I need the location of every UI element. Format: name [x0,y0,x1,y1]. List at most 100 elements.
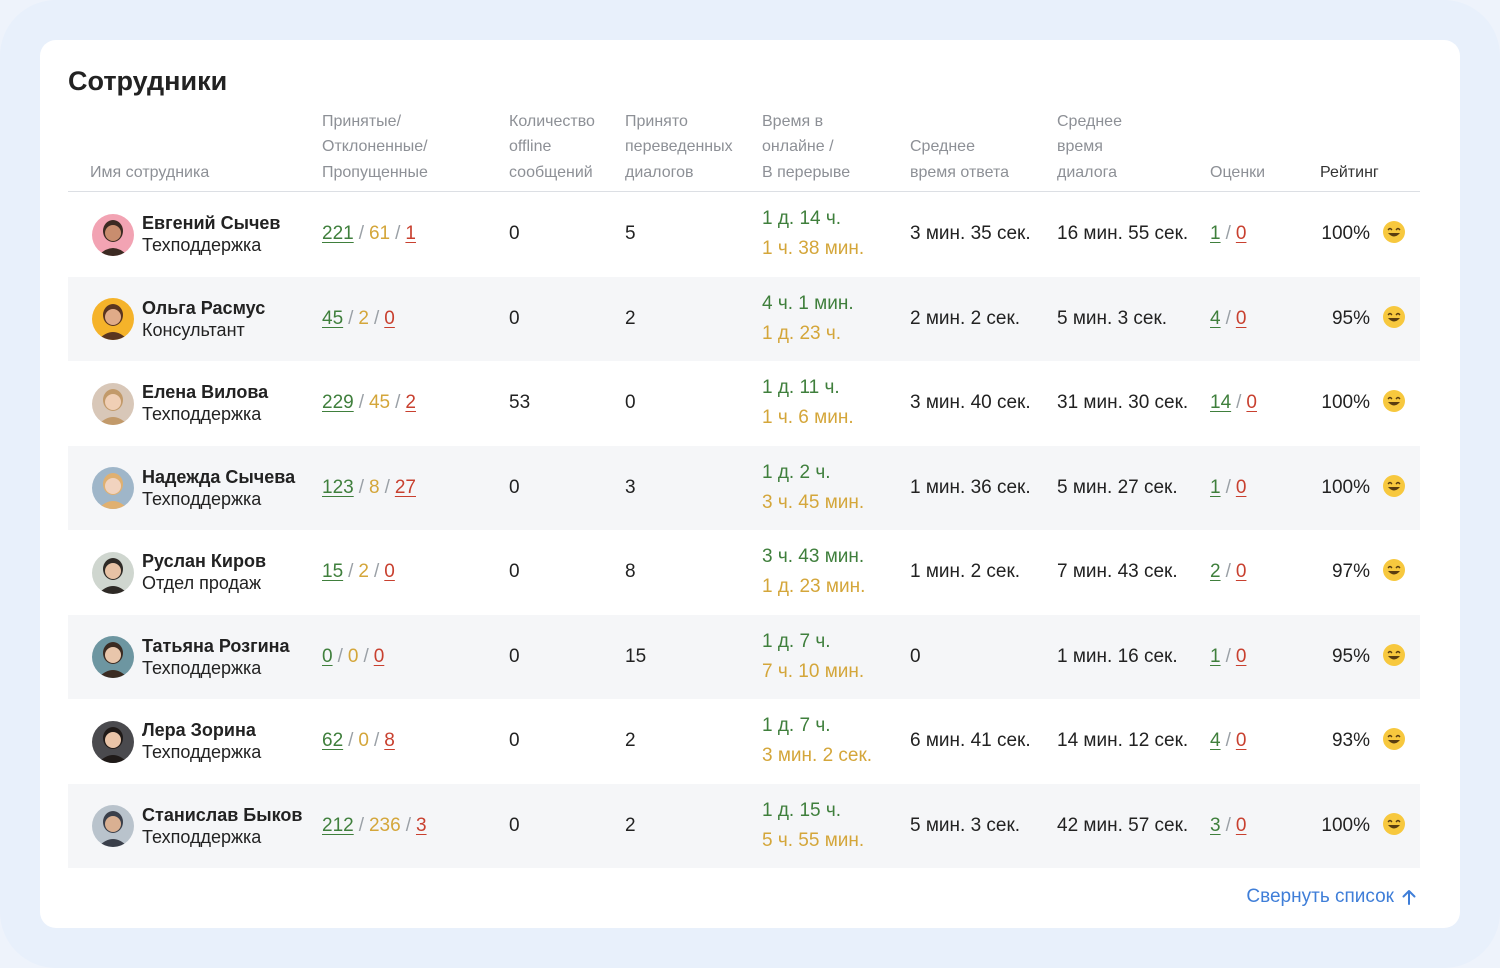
missed-count-link[interactable]: 3 [415,814,427,836]
bad-ratings-link[interactable]: 0 [1235,476,1247,498]
employee-name: Лера Зорина [142,720,256,740]
table-row[interactable]: Ольга Расмус Консультант 45/2/0 0 2 4 ч.… [68,276,1420,362]
ratings-cell: 14/0 [1210,392,1257,414]
pause-time: 1 д. 23 ч. [762,322,842,344]
employee-name: Надежда Сычева [142,466,296,487]
offline-messages-cell: 0 [509,561,520,583]
accepted-count-link[interactable]: 212 [322,814,354,836]
declined-count: 45 [368,392,391,414]
bad-ratings-link[interactable]: 0 [1235,645,1247,667]
offline-messages-cell: 0 [509,814,520,836]
employee-department: Техподдержка [142,742,262,762]
good-ratings-link[interactable]: 4 [1210,307,1221,329]
missed-count-link[interactable]: 1 [405,223,416,245]
avg-response-cell: 6 мин. 41 сек. [910,730,1031,752]
online-time: 1 д. 2 ч. [762,461,831,483]
online-pause-cell: 1 д. 14 ч. 1 ч. 38 мин. [762,192,907,277]
smiley-icon [1383,474,1405,497]
rating-cell: 95% [1308,615,1420,700]
avg-response-cell: 2 мин. 2 сек. [910,307,1021,329]
missed-count-link[interactable]: 0 [373,645,385,667]
collapse-list-button[interactable]: Свернуть список [1246,886,1416,908]
missed-count-link[interactable]: 27 [394,476,416,498]
missed-count-link[interactable]: 0 [384,307,395,329]
avg-dialog-cell: 16 мин. 55 сек. [1057,223,1189,245]
online-time: 4 ч. 1 мин. [762,292,854,314]
bad-ratings-link[interactable]: 0 [1246,392,1257,414]
transferred-dialogs-cell: 2 [625,814,636,836]
ratings-cell: 1/0 [1210,476,1247,498]
transferred-dialogs-cell: 2 [625,307,636,329]
employee-name: Руслан Киров [142,551,267,571]
good-ratings-link[interactable]: 14 [1210,392,1232,414]
bad-ratings-link[interactable]: 0 [1235,730,1247,752]
accepted-count-link[interactable]: 45 [322,307,344,329]
accepted-declined-missed-cell: 212/236/3 [322,814,427,836]
table-row[interactable]: Татьяна Розгина Техподдержка 0/0/0 0 15 … [68,614,1420,700]
accepted-count-link[interactable]: 0 [322,645,333,667]
accepted-count-link[interactable]: 229 [322,392,354,414]
col-header-transferred: Принято переведенных диалогов [625,112,733,181]
smiley-icon [1383,221,1405,243]
bad-ratings-link[interactable]: 0 [1235,561,1247,583]
accepted-count-link[interactable]: 62 [322,730,344,752]
employees-card: Сотрудники Имя сотрудника Принятые/ Откл… [40,40,1460,928]
employee-name: Станислав Быков [142,804,303,825]
col-header-online-time: Время в онлайне / В перерыве [762,112,851,181]
table-row[interactable]: Надежда Сычева Техподдержка 123/8/27 0 3… [68,445,1420,530]
table-row[interactable]: Руслан Киров Отдел продаж 15/2/0 0 8 3 ч… [68,530,1420,615]
smiley-icon [1383,728,1405,750]
table-row[interactable]: Евгений Сычев Техподдержка 221/61/1 0 5 … [68,192,1420,277]
employee-name-cell: Надежда Сычева Техподдержка [142,466,295,510]
offline-messages-cell: 0 [509,730,520,752]
online-pause-cell: 1 д. 11 ч. 1 ч. 6 мин. [762,361,907,446]
avatar [92,551,134,594]
avatar [92,805,134,847]
bad-ratings-link[interactable]: 0 [1235,814,1247,836]
good-ratings-link[interactable]: 1 [1210,476,1221,498]
good-ratings-link[interactable]: 1 [1210,645,1221,667]
accepted-count-link[interactable]: 123 [322,476,354,498]
good-ratings-link[interactable]: 2 [1210,561,1221,583]
avg-dialog-cell: 7 мин. 43 сек. [1057,561,1178,583]
avg-dialog-cell: 1 мин. 16 сек. [1057,645,1178,667]
online-pause-cell: 3 ч. 43 мин. 1 д. 23 мин. [762,530,907,615]
pause-time: 7 ч. 10 мин. [762,660,865,682]
good-ratings-link[interactable]: 4 [1210,730,1221,752]
avatar [92,720,134,763]
accepted-count-link[interactable]: 221 [322,223,354,245]
missed-count-link[interactable]: 8 [384,730,395,752]
table-row[interactable]: Станислав Быков Техподдержка 212/236/3 0… [68,783,1420,869]
table-row[interactable]: Елена Вилова Техподдержка 229/45/2 53 0 … [68,361,1420,446]
missed-count-link[interactable]: 2 [405,392,416,414]
employee-department: Консультант [142,319,245,340]
rating-value: 93% [1331,730,1370,752]
avg-dialog-cell: 5 мин. 27 сек. [1057,476,1178,498]
employee-name: Ольга Расмус [142,297,266,318]
col-header-ratings: Оценки [1210,163,1266,181]
declined-count: 0 [358,730,369,752]
rating-cell: 100% [1308,784,1420,869]
employee-department: Техподдержка [142,404,262,424]
good-ratings-link[interactable]: 1 [1210,223,1221,245]
avatar [92,213,134,256]
online-time: 1 д. 11 ч. [762,377,840,399]
employee-name-cell: Евгений Сычев Техподдержка [142,212,280,256]
smiley-icon [1383,812,1405,835]
table-row[interactable]: Лера Зорина Техподдержка 62/0/8 0 2 1 д.… [68,699,1420,784]
missed-count-link[interactable]: 0 [384,561,395,583]
employee-name-cell: Руслан Киров Отдел продаж [142,550,266,594]
employee-name: Татьяна Розгина [142,635,290,656]
employee-department: Отдел продаж [142,573,261,593]
accepted-declined-missed-cell: 0/0/0 [322,645,385,667]
pause-time: 3 ч. 45 мин. [762,491,865,513]
good-ratings-link[interactable]: 3 [1210,814,1221,836]
bad-ratings-link[interactable]: 0 [1235,223,1247,245]
avg-response-cell: 5 мин. 3 сек. [910,814,1021,836]
online-pause-cell: 1 д. 15 ч. 5 ч. 55 мин. [762,784,907,869]
bad-ratings-link[interactable]: 0 [1235,307,1247,329]
online-pause-cell: 4 ч. 1 мин. 1 д. 23 ч. [762,277,907,362]
accepted-count-link[interactable]: 15 [322,561,344,583]
avg-response-cell: 0 [910,645,921,667]
avatar [92,298,134,340]
